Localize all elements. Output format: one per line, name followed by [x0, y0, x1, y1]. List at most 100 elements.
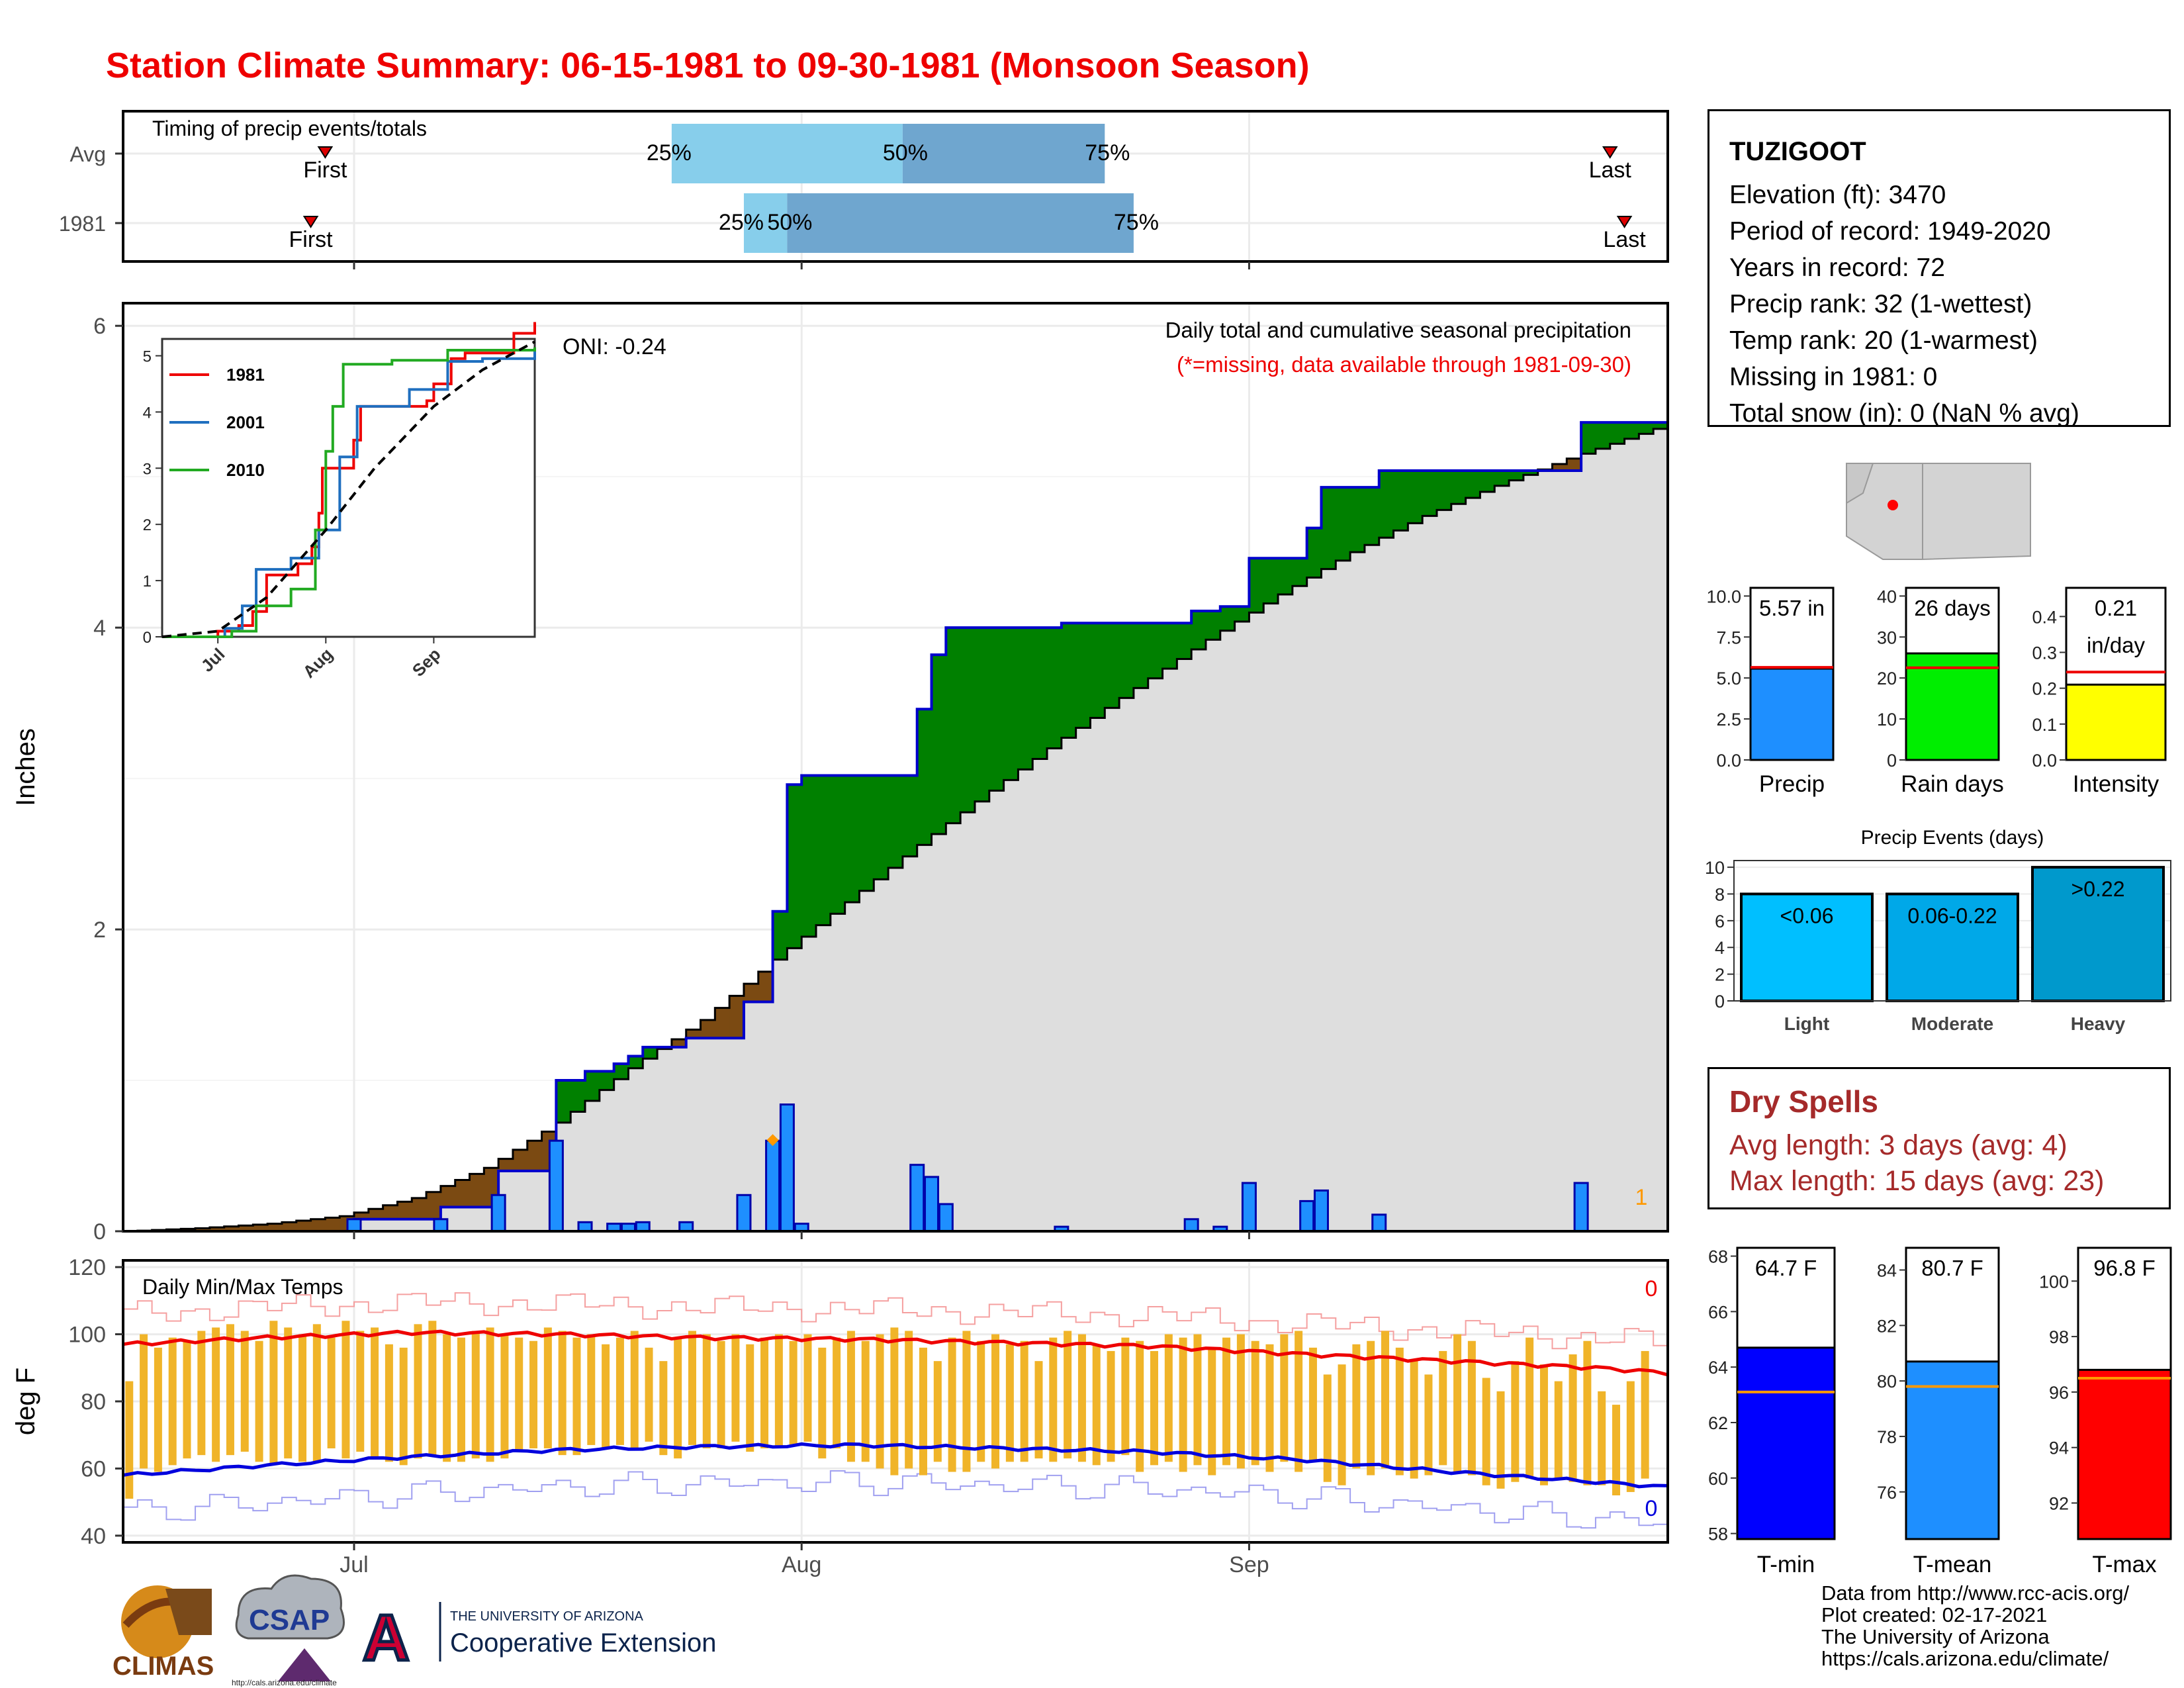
above-average-fill — [1234, 606, 1250, 622]
daily-temp-bar — [962, 1331, 971, 1472]
above-average-fill — [917, 709, 933, 845]
temp-summary-bar — [1736, 1346, 1836, 1540]
daily-temp-bar — [630, 1331, 639, 1448]
temps-y-tick-label: 80 — [81, 1389, 106, 1415]
daily-precip-bar — [1573, 1182, 1589, 1233]
below-average-fill — [195, 1228, 210, 1231]
daily-temp-bar — [1280, 1334, 1289, 1462]
temp-summary-charts: 58 60 62 64 66 68 64.7 F T-min 76 78 80 82 84 80.7 F T… — [1708, 1246, 2172, 1577]
daily-temp-bar — [1338, 1364, 1346, 1485]
main-annotation-missing: (*=missing, data available through 1981-… — [1177, 352, 1631, 377]
daily-precip-bar — [678, 1221, 694, 1233]
timing-last-label: Last — [1603, 227, 1646, 252]
temp-summary-bar — [2077, 1368, 2172, 1540]
inset-y-tick-label: 5 — [143, 348, 152, 365]
daily-precip-bar — [490, 1194, 506, 1233]
temp-summary-y-tick-label: 62 — [1708, 1413, 1728, 1433]
below-average-fill — [296, 1221, 312, 1231]
daily-temp-bar — [284, 1327, 293, 1459]
daily-precip-bar — [1313, 1189, 1329, 1233]
temp-summary-value-label: 96.8 F — [2093, 1256, 2156, 1280]
summary-x-label: Precip — [1759, 771, 1825, 797]
above-average-fill — [772, 911, 788, 960]
daily-temp-bar — [1092, 1344, 1101, 1466]
temp-summary-x-label: T-max — [2092, 1552, 2157, 1577]
above-average-fill — [859, 775, 874, 891]
summary-value-label: 26 days — [1914, 596, 1991, 620]
x-month-label: Aug — [782, 1552, 822, 1577]
daily-precip-bar — [909, 1164, 925, 1233]
daily-temp-bar — [1352, 1344, 1361, 1469]
above-average-fill — [1350, 487, 1365, 553]
station-temp-rank: Temp rank: 20 (1-warmest) — [1729, 326, 2038, 355]
daily-temp-bar — [1511, 1361, 1520, 1482]
daily-temp-bar — [1496, 1391, 1505, 1489]
main-y-tick-label: 4 — [93, 616, 106, 641]
temp-summary-y-tick-label: 82 — [1877, 1316, 1897, 1336]
daily-temp-bar — [1308, 1347, 1317, 1462]
summary-y-tick-label: 0.4 — [2032, 607, 2057, 627]
ua-block-a: A — [363, 1601, 410, 1674]
above-average-fill — [1379, 471, 1394, 538]
main-y-tick-label: 2 — [93, 917, 106, 943]
daily-temp-bar — [602, 1344, 610, 1448]
above-average-fill — [946, 628, 961, 823]
timing-last-label: Last — [1589, 158, 1632, 183]
map-newmexico-shape — [1922, 463, 2031, 561]
daily-temp-bar — [356, 1331, 365, 1452]
timing-box-50-75 — [902, 124, 1105, 183]
temps-y-axis-label: deg F — [11, 1368, 40, 1435]
summary-y-tick-label: 0 — [1887, 751, 1897, 771]
daily-temp-bar — [1005, 1344, 1014, 1462]
x-axis-month-labels: Jul Aug Sep — [340, 1552, 1269, 1577]
above-average-fill — [1162, 623, 1177, 669]
daily-temp-bar — [1395, 1347, 1404, 1476]
below-average-fill — [354, 1212, 369, 1219]
above-average-fill — [830, 775, 846, 914]
inset-legend-label: 1981 — [226, 365, 265, 385]
summary-value-label: 0.21 — [2095, 596, 2137, 620]
summary-y-tick-label: 0.0 — [2032, 751, 2057, 771]
above-average-fill — [1523, 471, 1539, 475]
daily-temp-bar — [1034, 1361, 1043, 1459]
map-neighbor-shape — [1846, 463, 1874, 504]
above-average-fill — [1639, 422, 1654, 434]
temp-summary-value-label: 64.7 F — [1755, 1256, 1817, 1280]
station-elevation: Elevation (ft): 3470 — [1729, 181, 1946, 209]
above-average-fill — [787, 784, 802, 949]
daily-precip-bar — [346, 1218, 362, 1233]
events-bar-label: >0.22 — [2071, 877, 2125, 901]
daily-temp-bar — [861, 1340, 870, 1462]
summary-y-tick-label: 0.0 — [1716, 751, 1741, 771]
events-y-tick-label: 0 — [1715, 992, 1725, 1011]
below-average-fill — [253, 1224, 268, 1231]
map-station-dot — [1888, 500, 1898, 510]
daily-temp-bar — [471, 1331, 480, 1459]
daily-temp-bar — [717, 1340, 725, 1448]
below-average-fill — [368, 1209, 384, 1219]
above-average-fill — [1003, 628, 1019, 780]
summary-y-tick-label: 20 — [1877, 669, 1897, 688]
above-average-fill — [1177, 623, 1192, 659]
above-average-fill — [1653, 422, 1668, 429]
below-average-fill — [527, 1141, 543, 1171]
timing-p25-label: 25% — [719, 210, 764, 235]
timing-last-marker — [1616, 216, 1633, 228]
below-average-fill — [325, 1217, 340, 1231]
daily-precip-bar — [1371, 1213, 1387, 1233]
daily-precip-bar — [1183, 1218, 1199, 1233]
daily-temp-bar — [789, 1340, 797, 1445]
above-average-fill — [960, 628, 976, 813]
above-average-fill — [1393, 471, 1408, 531]
above-average-fill — [816, 775, 831, 925]
temp-summary-x-label: T-min — [1757, 1552, 1815, 1577]
daily-precip-marker — [766, 1134, 779, 1147]
credit-source: Data from http://www.rcc-acis.org/ — [1821, 1581, 2130, 1605]
daily-temp-bar — [1251, 1340, 1259, 1466]
daily-temp-bar — [977, 1340, 985, 1462]
daily-temp-bar — [1410, 1361, 1418, 1479]
dry-spells-max: Max length: 15 days (avg: 23) — [1729, 1165, 2105, 1197]
main-y-tick-label: 0 — [93, 1219, 106, 1244]
timing-first-label: First — [289, 227, 334, 252]
